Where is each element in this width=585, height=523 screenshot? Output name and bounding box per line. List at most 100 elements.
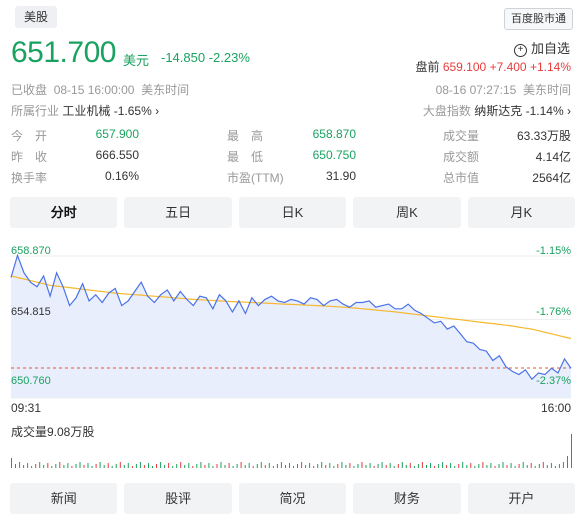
volume-bar: [236, 464, 238, 468]
volume-bar: [276, 464, 278, 468]
tab-4[interactable]: 月K: [467, 197, 576, 228]
volume-bar: [542, 462, 544, 468]
current-price: 651.700: [11, 36, 116, 69]
volume-bar: [91, 466, 93, 468]
volume-bar: [67, 463, 69, 468]
premarket-tz: 美东时间: [522, 83, 571, 97]
volume-bar: [317, 464, 319, 468]
volume-bar: [240, 462, 242, 468]
volume-bar: [176, 464, 178, 468]
volume-bar: [466, 465, 468, 468]
volume-bar: [79, 462, 81, 468]
volume-bar: [506, 465, 508, 468]
volume-bar: [486, 465, 488, 468]
market-tag[interactable]: 美股: [15, 6, 58, 28]
volume-bar: [434, 466, 435, 468]
volume-bar: [188, 463, 190, 468]
volume-bar: [558, 464, 560, 468]
news-button[interactable]: 新闻: [10, 483, 118, 514]
volume-bar: [522, 462, 524, 468]
volume-bar: [369, 463, 371, 468]
stat-value: 650.750: [312, 148, 356, 162]
volume-bar: [345, 465, 347, 468]
volume-bar: [248, 463, 250, 468]
pct-axis-mid: -1.76%: [536, 306, 571, 318]
volume-bar: [23, 465, 25, 468]
close-status-text: 已收盘: [11, 83, 48, 97]
volume-bar: [127, 463, 129, 468]
volume-bar: [111, 466, 113, 468]
chart-tabs: 分时 五日 日K 周K 月K: [10, 197, 576, 228]
volume-bar: [462, 462, 464, 468]
volume-bar: [518, 464, 520, 468]
volume-bar: [228, 463, 230, 468]
volume-bar: [567, 456, 568, 468]
add-watchlist-button[interactable]: + 加自选: [513, 38, 570, 57]
volume-bar: [405, 465, 407, 468]
profile-button[interactable]: 简况: [238, 483, 347, 514]
x-axis-end: 16:00: [540, 401, 571, 415]
volume-bar: [313, 466, 315, 468]
volume-bar: [430, 463, 431, 468]
bottom-nav: 新闻 股评 简况 财务 开户: [10, 483, 576, 514]
volume-bar: [413, 466, 415, 468]
premarket-quote: 盘前 659.100 +7.400 +1.14%: [415, 58, 571, 75]
volume-bar: [184, 465, 186, 468]
volume-bar: [59, 462, 61, 468]
volume-bar: [554, 466, 556, 468]
stat-value: 2564亿: [532, 171, 571, 185]
volume-bar: [421, 462, 423, 468]
volume-bar: [131, 466, 133, 468]
open-account-button[interactable]: 开户: [467, 483, 576, 514]
comments-button[interactable]: 股评: [124, 483, 232, 514]
close-tz: 美东时间: [141, 83, 190, 97]
tab-1[interactable]: 五日: [124, 197, 232, 228]
volume-bar: [361, 462, 363, 468]
premarket-time-value: 08-16 07:27:15: [435, 83, 517, 97]
volume-bar: [200, 462, 202, 468]
volume-bar: [365, 465, 367, 468]
volume-bar: [192, 466, 194, 468]
volume-bar: [143, 465, 145, 468]
add-watchlist-label: 加自选: [530, 41, 570, 56]
volume-bar: [397, 464, 399, 468]
tab-2[interactable]: 日K: [238, 197, 347, 228]
industry-pct: -1.65%: [113, 104, 152, 118]
premarket-label: 盘前: [415, 60, 440, 74]
volume-bar: [232, 466, 234, 468]
volume-bar: [63, 465, 65, 468]
volume-bar: [526, 465, 528, 468]
volume-bar: [196, 464, 198, 468]
volume-bar: [280, 462, 282, 468]
pct-axis-bottom: -2.37%: [536, 375, 571, 387]
intraday-chart[interactable]: [0, 0, 585, 480]
stat-label: 最 低: [227, 150, 264, 164]
pct-axis-top: -1.15%: [536, 245, 571, 257]
volume-bar: [301, 462, 303, 468]
industry-link[interactable]: 所属行业 工业机械 -1.65% ›: [11, 102, 159, 119]
volume-bar: [152, 466, 153, 468]
stat-value: 666.550: [95, 148, 139, 162]
volume-bar: [409, 463, 411, 468]
volume-bar: [446, 465, 448, 468]
volume-bar: [514, 466, 516, 468]
volume-bar: [224, 465, 226, 468]
index-link[interactable]: 大盘指数 纳斯达克 -1.14% ›: [423, 102, 571, 119]
tab-3[interactable]: 周K: [353, 197, 461, 228]
chevron-right-icon: ›: [155, 104, 160, 118]
close-time: 08-15 16:00:00: [53, 83, 135, 97]
volume-bar: [450, 463, 452, 468]
volume-bar: [309, 463, 311, 468]
source-tag[interactable]: 百度股市通: [504, 8, 573, 30]
finance-button[interactable]: 财务: [353, 483, 461, 514]
volume-bar: [478, 464, 480, 468]
volume-bar: [31, 466, 33, 468]
volume-label: 成交量9.08万股: [11, 425, 95, 439]
volume-bar: [71, 466, 73, 468]
volume-bar: [51, 466, 53, 468]
tab-0[interactable]: 分时: [10, 197, 118, 228]
stat-value: 0.16%: [104, 169, 139, 183]
volume-bar: [156, 464, 157, 468]
index-name: 纳斯达克: [474, 104, 523, 118]
close-status: 已收盘 08-15 16:00:00 美东时间: [11, 81, 189, 98]
